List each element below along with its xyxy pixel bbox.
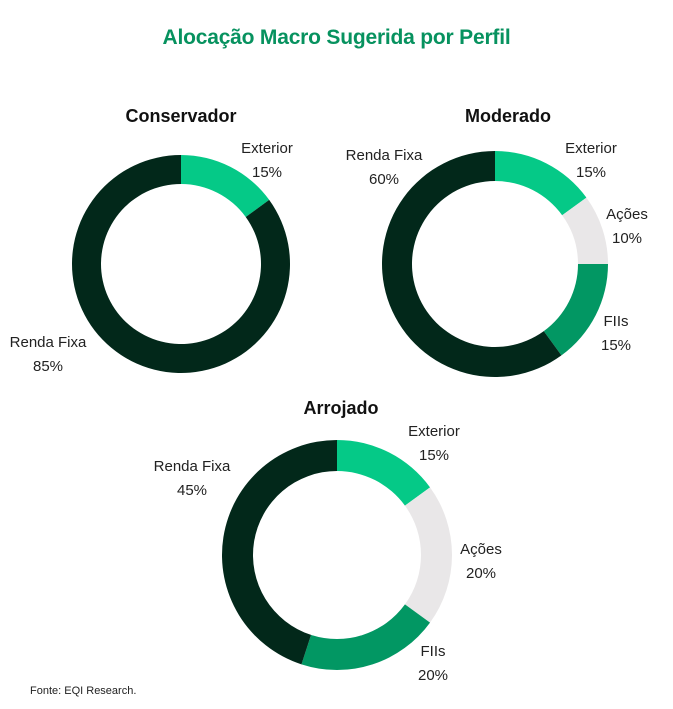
label-name: Exterior bbox=[565, 140, 617, 157]
slice-ações bbox=[404, 487, 452, 623]
slice-renda-fixa bbox=[221, 440, 337, 665]
slice-fiis bbox=[543, 264, 608, 356]
label-name: Exterior bbox=[408, 423, 460, 440]
label-arrojado-fiis: FIIs 20% bbox=[418, 640, 448, 688]
label-name: FIIs bbox=[603, 313, 629, 330]
slice-exterior bbox=[337, 440, 431, 506]
label-pct: 10% bbox=[611, 230, 643, 247]
label-pct: 60% bbox=[368, 171, 400, 188]
label-pct: 15% bbox=[418, 447, 450, 464]
label-conservador-exterior: Exterior 15% bbox=[241, 137, 293, 185]
source-note: Fonte: EQI Research. bbox=[30, 685, 137, 697]
label-pct: 15% bbox=[600, 337, 632, 354]
label-arrojado-renda-fixa: Renda Fixa 45% bbox=[154, 455, 231, 503]
label-pct: 20% bbox=[417, 667, 449, 684]
label-name: Ações bbox=[460, 541, 502, 558]
label-name: FIIs bbox=[420, 643, 446, 660]
label-pct: 15% bbox=[575, 164, 607, 181]
label-name: Renda Fixa bbox=[153, 458, 231, 475]
chart-title-arrojado: Arrojado bbox=[303, 398, 379, 418]
donut-moderado bbox=[381, 151, 608, 377]
donut-conservador bbox=[72, 155, 291, 373]
label-pct: 85% bbox=[32, 358, 64, 375]
label-moderado-renda-fixa: Renda Fixa 60% bbox=[346, 144, 423, 192]
label-moderado-exterior: Exterior 15% bbox=[565, 137, 617, 185]
label-moderado-fiis: FIIs 15% bbox=[601, 310, 631, 358]
label-moderado-acoes: Ações 10% bbox=[606, 203, 648, 251]
chart-title-moderado: Moderado bbox=[464, 106, 552, 126]
slice-ações bbox=[562, 197, 608, 264]
label-arrojado-exterior: Exterior 15% bbox=[408, 420, 460, 468]
donut-arrojado bbox=[221, 440, 452, 670]
slice-renda-fixa bbox=[381, 151, 562, 377]
label-name: Renda Fixa bbox=[9, 334, 87, 351]
slice-fiis bbox=[301, 604, 431, 670]
chart-title-conservador: Conservador bbox=[125, 106, 237, 126]
label-conservador-renda-fixa: Renda Fixa 85% bbox=[10, 331, 87, 379]
slice-exterior bbox=[181, 155, 270, 217]
page-title: Alocação Macro Sugerida por Perfil bbox=[162, 26, 511, 49]
label-pct: 45% bbox=[176, 482, 208, 499]
label-pct: 15% bbox=[251, 164, 283, 181]
label-arrojado-acoes: Ações 20% bbox=[460, 538, 502, 586]
label-name: Renda Fixa bbox=[345, 147, 423, 164]
label-pct: 20% bbox=[465, 565, 497, 582]
label-name: Ações bbox=[606, 206, 648, 223]
label-name: Exterior bbox=[241, 140, 293, 157]
slice-exterior bbox=[495, 151, 587, 216]
